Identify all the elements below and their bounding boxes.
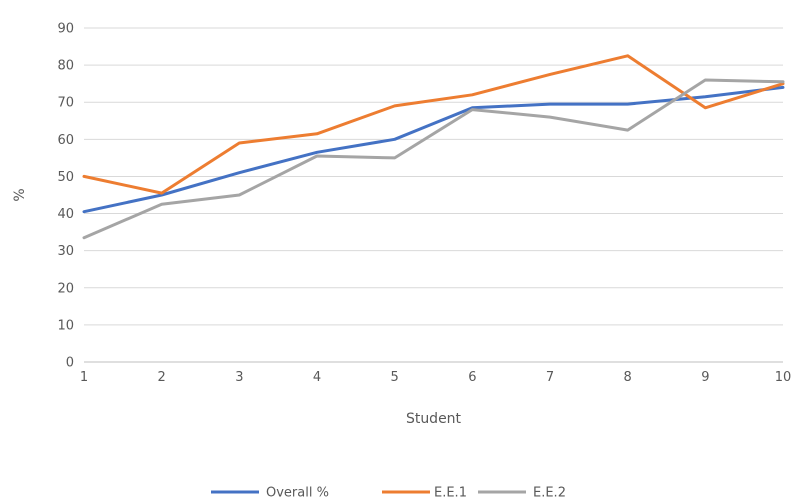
y-tick-label: 20 xyxy=(57,281,74,296)
y-tick-label: 0 xyxy=(66,356,74,371)
series-line-2 xyxy=(82,54,785,195)
gridlines xyxy=(84,27,783,363)
x-tick-label: 1 xyxy=(80,370,88,385)
x-tick-label: 8 xyxy=(624,370,632,385)
y-tick-labels: 0 10 20 30 40 50 60 70 80 90 xyxy=(57,22,74,371)
y-axis-title: % xyxy=(12,188,28,201)
x-tick-labels: 1 2 3 4 5 6 7 8 9 10 xyxy=(80,370,791,385)
legend-label-2: E.E.1 xyxy=(434,486,467,500)
y-tick-label: 30 xyxy=(57,244,74,259)
series-lines xyxy=(82,54,785,240)
x-tick-label: 10 xyxy=(775,370,792,385)
y-tick-label: 90 xyxy=(57,22,74,37)
x-tick-label: 7 xyxy=(546,370,554,385)
x-tick-label: 4 xyxy=(313,370,321,385)
legend: Overall % E.E.1 E.E.2 xyxy=(211,486,566,500)
x-tick-label: 5 xyxy=(391,370,399,385)
legend-label-3: E.E.2 xyxy=(533,486,566,500)
y-tick-label: 80 xyxy=(57,59,74,74)
y-tick-label: 60 xyxy=(57,133,74,148)
y-tick-label: 40 xyxy=(57,207,74,222)
x-tick-label: 2 xyxy=(158,370,166,385)
y-tick-label: 10 xyxy=(57,318,74,333)
y-tick-label: 50 xyxy=(57,170,74,185)
series-line-3 xyxy=(82,78,785,240)
y-tick-label: 70 xyxy=(57,96,74,111)
legend-label-1: Overall % xyxy=(266,486,329,500)
x-tick-label: 6 xyxy=(468,370,476,385)
x-tick-label: 3 xyxy=(235,370,243,385)
x-tick-label: 9 xyxy=(701,370,709,385)
series-line-1 xyxy=(82,85,785,214)
x-axis-title: Student xyxy=(406,411,462,427)
